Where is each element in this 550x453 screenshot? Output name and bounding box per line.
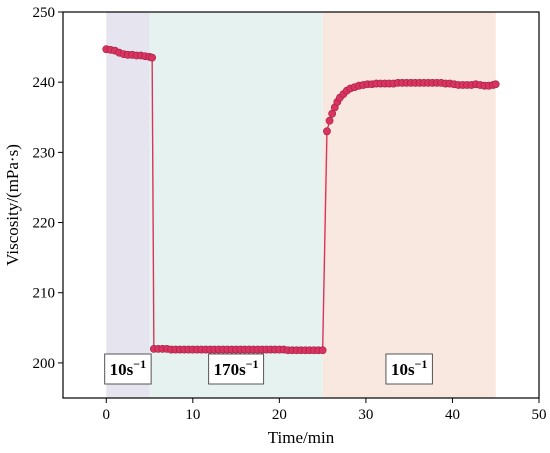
plot-frame: [62, 11, 540, 399]
region-label-1: 10s−1: [104, 353, 152, 385]
data-point: [318, 346, 327, 355]
region-label-2: 170s−1: [208, 353, 265, 385]
x-tick-label: 30: [358, 407, 373, 423]
data-point: [325, 116, 334, 125]
region-label-box: [208, 353, 265, 385]
x-tick-label: 20: [272, 407, 287, 423]
data-point: [491, 80, 500, 89]
region-label-text: 10s−1: [391, 357, 427, 379]
y-tick-label: 200: [33, 356, 56, 372]
x-tick-label: 40: [445, 407, 460, 423]
region-label-text: 10s−1: [110, 357, 146, 379]
region-label-text: 170s−1: [214, 357, 259, 379]
data-series: [102, 45, 500, 355]
region-label-3: 10s−1: [385, 353, 433, 385]
region-label-box: [385, 353, 433, 385]
region-labels: 10s−1 170s−1 10s−1: [104, 353, 433, 385]
shaded-region-1: [106, 12, 150, 398]
shaded-region-3: [322, 12, 496, 398]
x-axis: 0 10 20 30 40 50: [103, 398, 547, 423]
y-tick-label: 250: [33, 5, 56, 21]
y-tick-label: 210: [33, 286, 56, 302]
y-tick-label: 240: [33, 75, 56, 91]
y-tick-label: 230: [33, 145, 56, 161]
x-tick-label: 0: [103, 407, 111, 423]
x-tick-label: 50: [532, 407, 547, 423]
y-tick-label: 220: [33, 216, 56, 232]
data-point: [323, 127, 331, 136]
x-axis-title: Time/min: [268, 428, 335, 447]
y-axis-title: Viscosity/(mPa·s): [3, 144, 22, 266]
y-axis: 200 210 220 230 240 250: [33, 5, 63, 372]
data-point: [148, 53, 157, 62]
shaded-regions: [106, 12, 496, 398]
shaded-region-2: [149, 12, 323, 398]
region-label-box: [104, 353, 152, 385]
x-tick-label: 10: [185, 407, 200, 423]
